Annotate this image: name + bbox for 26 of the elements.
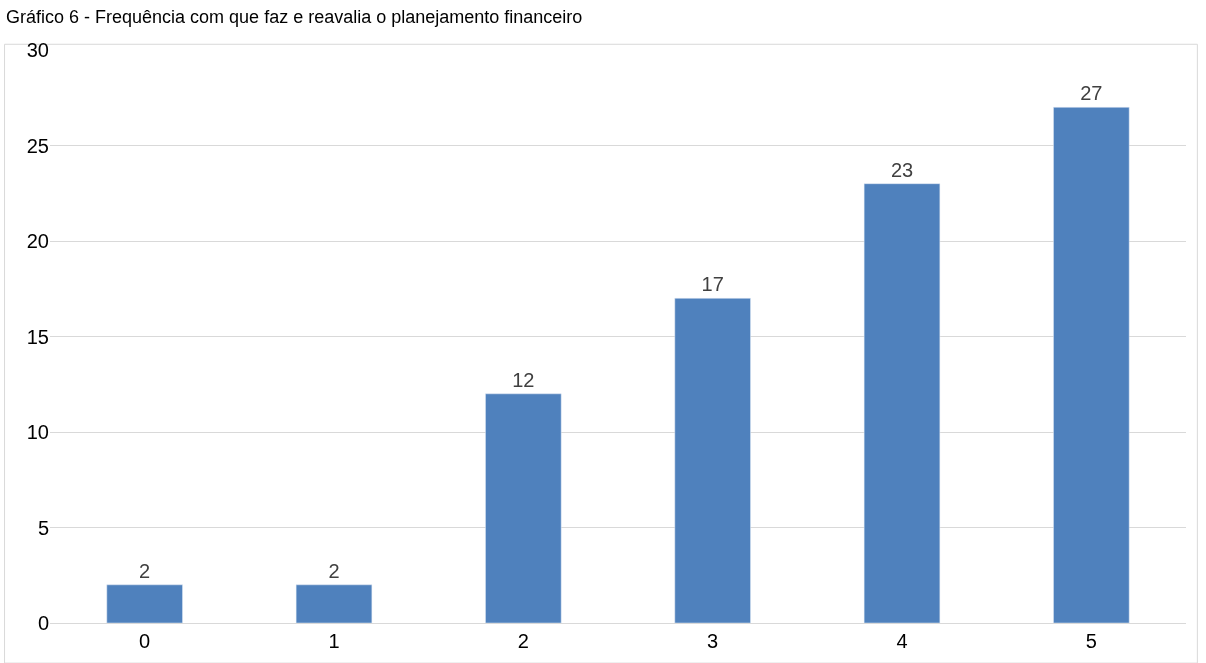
x-tick-label: 4 (896, 630, 908, 652)
x-tick-label: 2 (517, 630, 529, 652)
y-tick-label: 15 (26, 325, 49, 348)
data-label: 23 (890, 158, 914, 181)
y-tick-label: 10 (26, 421, 49, 443)
chart-title: Gráfico 6 - Frequência com que faz e reavalia o planejamento financeiro (6, 6, 583, 27)
bar (106, 584, 183, 623)
y-tick-label: 0 (37, 612, 49, 634)
data-label: 12 (512, 368, 535, 391)
y-tick-label: 20 (26, 230, 49, 252)
bar (295, 584, 373, 623)
x-tick-label: 5 (1085, 630, 1097, 652)
bar (674, 298, 751, 623)
bar (485, 393, 562, 623)
x-tick-label: 3 (707, 630, 719, 652)
data-label: 2 (328, 559, 340, 582)
bar (1053, 107, 1130, 623)
data-label: 17 (701, 273, 724, 296)
y-tick-label: 5 (37, 516, 49, 539)
y-tick-label: 30 (26, 39, 49, 61)
data-label: 27 (1080, 82, 1103, 105)
y-tick-label: 25 (26, 134, 49, 157)
bar (863, 183, 941, 623)
x-tick-label: 0 (139, 630, 151, 652)
data-label: 2 (139, 559, 151, 582)
x-tick-label: 1 (328, 630, 340, 652)
